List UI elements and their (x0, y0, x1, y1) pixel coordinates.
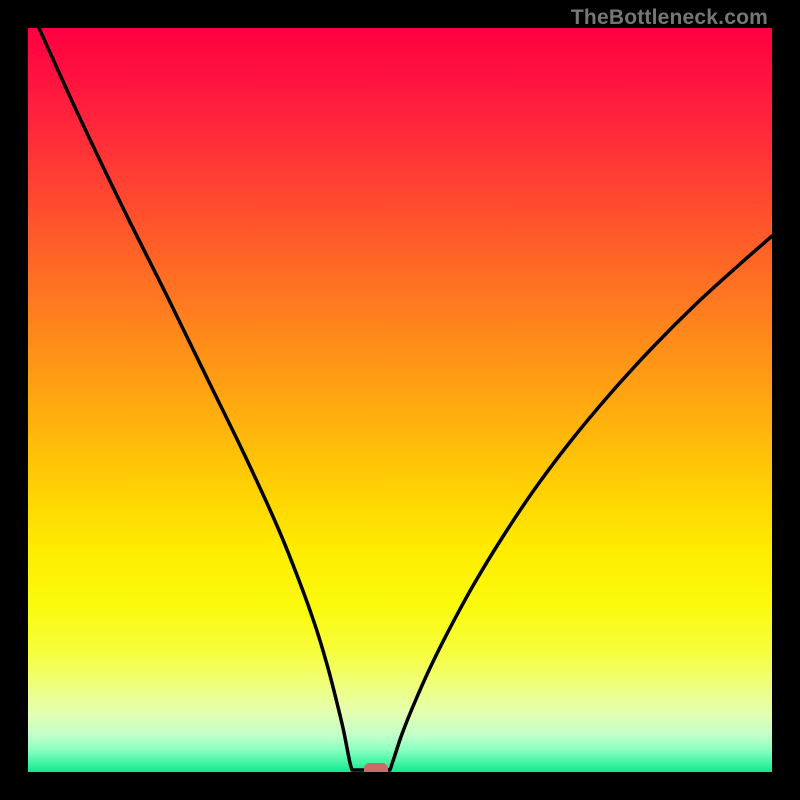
watermark-text: TheBottleneck.com (571, 6, 768, 30)
plot-area (28, 28, 772, 772)
optimal-point-marker (364, 763, 388, 772)
bottleneck-curve (28, 28, 772, 772)
